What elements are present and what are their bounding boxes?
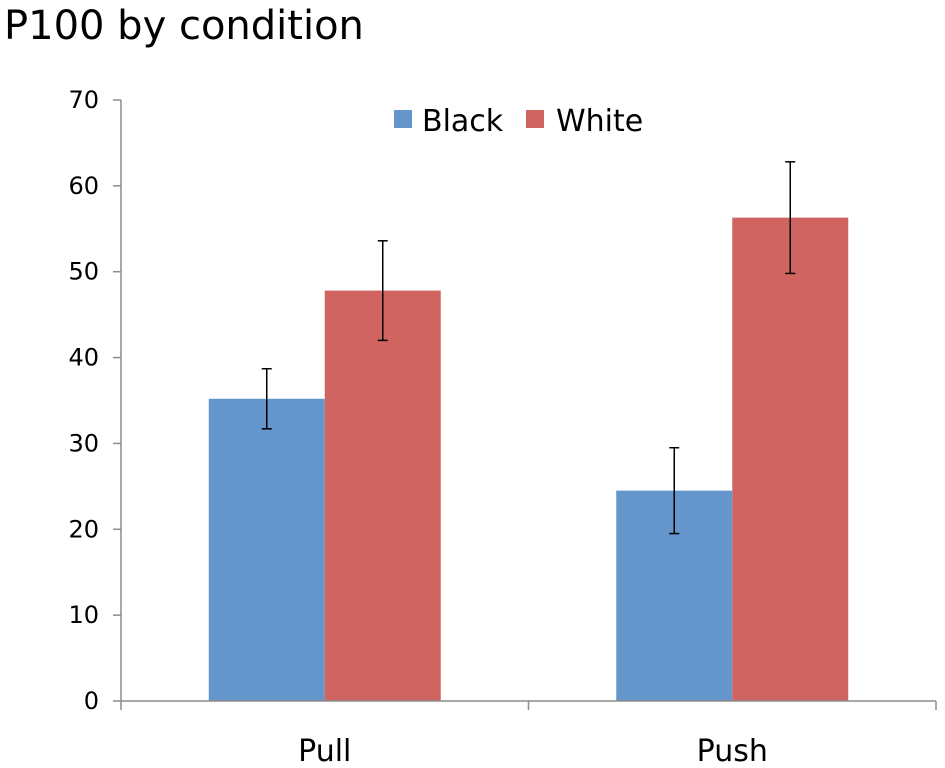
x-tick-label-push: Push — [697, 734, 768, 768]
axes-layer: 0 10 20 30 40 50 60 70 Pull Push — [68, 86, 937, 768]
legend-swatch-black — [394, 110, 412, 128]
y-tick-label: 60 — [68, 172, 99, 200]
bar-white-push — [732, 217, 849, 702]
y-tick-label: 70 — [68, 86, 99, 114]
bar-white-pull — [324, 290, 441, 701]
y-tick-label: 20 — [68, 515, 99, 543]
bars-layer — [208, 217, 849, 702]
y-tick-label: 10 — [68, 601, 99, 629]
y-tick-label: 50 — [68, 258, 99, 286]
y-tick-label: 30 — [68, 429, 99, 457]
y-tick-label: 0 — [84, 687, 99, 715]
error-bars-layer — [261, 161, 796, 535]
legend: Black White — [394, 104, 643, 139]
y-tick-label: 40 — [68, 344, 99, 372]
x-tick-label-pull: Pull — [298, 734, 351, 768]
legend-label-black: Black — [422, 104, 504, 139]
bar-black-pull — [208, 398, 325, 701]
legend-swatch-white — [526, 110, 544, 128]
chart-title: P100 by condition — [4, 3, 364, 49]
legend-label-white: White — [556, 104, 643, 139]
